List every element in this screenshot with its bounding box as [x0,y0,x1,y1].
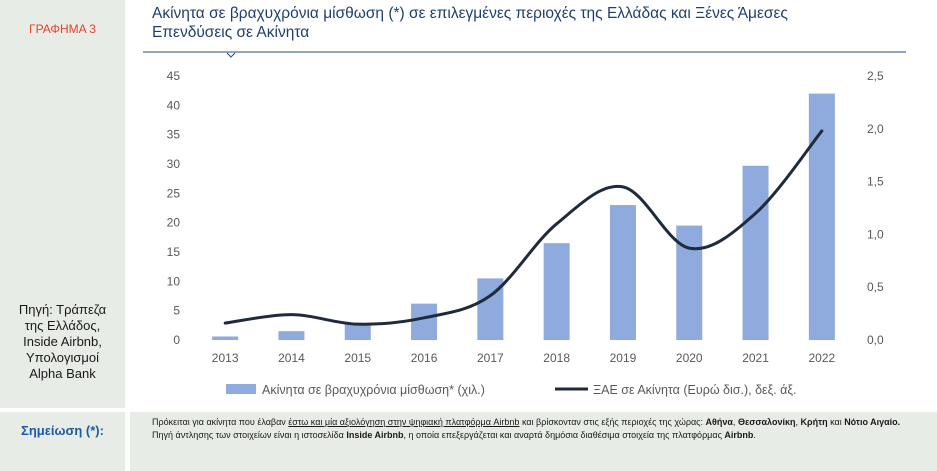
note-fragment: Πηγή άντλησης των στοιχείων είναι η ιστο… [152,430,347,440]
y-left-tick-label: 40 [167,98,181,112]
y-left-tick-label: 0 [173,333,180,347]
bar [742,165,769,340]
series-line [223,129,824,326]
source-text: Πηγή: Τράπεζα της Ελλάδος, Inside Airbnb… [0,302,125,382]
note-bold: Νότιο Αιγαίο. [844,417,901,427]
bar [278,331,305,340]
y-left-tick-label: 10 [167,274,181,288]
y-right-tick-label: 0,5 [867,280,884,294]
x-tick-label: 2021 [742,351,769,365]
note-fragment: , [795,417,801,427]
y-right-tick-label: 2,5 [867,69,884,83]
source-line: της Ελλάδος, [24,318,101,333]
note-fragment: Πρόκειται για ακίνητα που έλαβαν [152,417,289,427]
x-tick-label: 2020 [676,351,703,365]
bar [543,243,570,340]
x-tick-label: 2019 [610,351,637,365]
source-line: Inside Airbnb, [23,334,102,349]
x-tick-label: 2022 [808,351,835,365]
chart-title-line-2: Επενδύσεις σε Ακίνητα [152,24,310,41]
bar [411,303,438,340]
y-left-tick-label: 30 [167,157,181,171]
note-bold: Κρήτη [800,417,828,427]
legend-bar-label: Ακίνητα σε βραχυχρόνια μίσθωση* (χιλ.) [262,383,485,397]
x-tick-label: 2016 [411,351,438,365]
note-box: Πρόκειται για ακίνητα που έλαβαν έστω κα… [130,412,937,471]
title-rule-marker [226,52,236,58]
note-text: Πρόκειται για ακίνητα που έλαβαν έστω κα… [152,416,922,442]
x-tick-label: 2017 [477,351,504,365]
bar [344,323,371,340]
chart-title-line-1: Ακίνητα σε βραχυχρόνια μίσθωση (*) σε επ… [152,5,788,22]
note-underlined: έστω και μία αξιολόγηση στην ψηφιακή πλα… [288,417,520,427]
bar [609,205,636,340]
left-panel: ΓΡΑΦΗΜΑ 3 Πηγή: Τράπεζα της Ελλάδος, Ins… [0,0,125,408]
source-line: Υπολογισμοί [26,350,99,365]
x-tick-label: 2013 [212,351,239,365]
bar [212,336,239,340]
note-bold: Αθήνα [705,417,733,427]
x-tick-label: 2014 [278,351,305,365]
x-tick-label: 2015 [344,351,371,365]
note-fragment: . [753,430,756,440]
graph-label: ΓΡΑΦΗΜΑ 3 [29,22,96,36]
note-fragment: και [827,417,845,427]
y-right-tick-label: 0,0 [867,333,884,347]
y-left-tick-label: 45 [167,69,181,83]
y-left-tick-label: 20 [167,216,181,230]
note-bold: Airbnb [724,430,754,440]
note-bold: Θεσσαλονίκη [737,417,796,427]
source-line: Alpha Bank [29,366,96,381]
chart-title: Ακίνητα σε βραχυχρόνια μίσθωση (*) σε επ… [152,4,912,42]
note-fragment: και βρίσκονταν στις εξής περιοχές της χώ… [519,417,706,427]
y-left-tick-label: 35 [167,128,181,142]
source-line: Πηγή: Τράπεζα [18,302,107,317]
chart-area: 0 5 10 15 20 25 30 35 40 45 0,0 0,5 1,0 1,5 2,0 2,5 2013… [143,51,906,397]
y-right-tick-label: 1,5 [867,175,884,189]
bar [808,93,835,340]
y-right-tick-label: 1,0 [867,227,884,241]
note-label-panel: Σημείωση (*): [0,412,125,471]
note-fragment: , [732,417,738,427]
y-left-tick-label: 15 [167,245,181,259]
y-right-tick-label: 2,0 [867,122,884,136]
note-label: Σημείωση (*): [21,423,104,438]
y-left-tick-label: 5 [173,304,180,318]
note-fragment: , η οποία επεξεργάζεται και αναρτά δημόσ… [403,430,725,440]
legend-bar-swatch [226,384,256,394]
note-bold: Inside Airbnb [346,430,404,440]
legend-line-label: ΞΑΕ σε Ακίνητα (Ευρώ δισ.), δεξ. άξ. [593,383,796,397]
x-tick-label: 2018 [543,351,570,365]
y-left-tick-label: 25 [167,186,181,200]
